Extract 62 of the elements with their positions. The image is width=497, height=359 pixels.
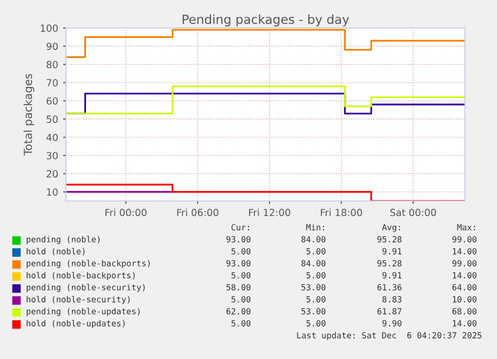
text: 93.00 bbox=[226, 236, 250, 242]
text: Min: bbox=[306, 224, 324, 230]
text: 5.00 bbox=[306, 296, 326, 302]
text: 14.00 bbox=[452, 272, 476, 278]
chart-title: Pending packages - by day bbox=[182, 14, 350, 26]
text: 5.00 bbox=[306, 248, 326, 254]
text: Max: bbox=[457, 224, 475, 230]
text: 99.00 bbox=[452, 260, 476, 266]
legend-label: hold (noble-security) bbox=[26, 296, 130, 304]
text: 62.00 bbox=[226, 308, 250, 314]
text: 61.87 bbox=[377, 308, 402, 314]
text: 84.00 bbox=[301, 260, 326, 266]
text: Last update: Sat Dec 6 04:20:37 2025 bbox=[297, 332, 482, 340]
y-tick-label: 40 bbox=[46, 134, 58, 142]
text: 68.00 bbox=[452, 308, 476, 314]
text: 53.00 bbox=[301, 284, 326, 290]
text: 58.00 bbox=[226, 284, 250, 290]
text: 14.00 bbox=[452, 320, 476, 326]
y-tick-label: 50 bbox=[46, 116, 58, 123]
x-tick-label: Fri 12:00 bbox=[249, 208, 290, 216]
text: 14.00 bbox=[452, 248, 476, 254]
text: 9.91 bbox=[382, 272, 402, 278]
legend-label: hold (noble-updates) bbox=[26, 320, 125, 328]
text: 99.00 bbox=[452, 236, 476, 242]
x-tick-label: Fri 06:00 bbox=[177, 208, 218, 216]
y-tick-label: 80 bbox=[46, 60, 58, 68]
y-tick-label: 10 bbox=[47, 188, 58, 196]
y-tick-label: 30 bbox=[46, 152, 58, 160]
text: 95.28 bbox=[377, 236, 402, 242]
text: 53.00 bbox=[301, 308, 326, 314]
text: 5.00 bbox=[232, 296, 250, 302]
y-tick-label: 60 bbox=[46, 97, 58, 105]
legend-label: pending (noble-security) bbox=[26, 284, 145, 292]
text: 64.00 bbox=[452, 284, 476, 290]
x-tick-label: Fri 18:00 bbox=[320, 208, 362, 216]
text: 84.00 bbox=[301, 236, 326, 242]
text: 95.28 bbox=[377, 260, 402, 266]
legend-label: pending (noble-updates) bbox=[26, 308, 140, 316]
legend-label: hold (noble) bbox=[26, 248, 84, 256]
text: 5.00 bbox=[232, 272, 250, 278]
text: 5.00 bbox=[306, 272, 326, 278]
y-axis-title: Total packages bbox=[23, 74, 34, 156]
text: 9.90 bbox=[382, 320, 402, 326]
y-tick-label: 100 bbox=[40, 24, 58, 32]
y-tick-label: 90 bbox=[46, 42, 58, 50]
legend-label: pending (noble-backports) bbox=[26, 260, 150, 268]
x-tick-label: Sat 00:00 bbox=[390, 208, 436, 216]
text: 61.36 bbox=[377, 284, 402, 290]
text: 5.00 bbox=[232, 320, 250, 326]
y-tick-label: 20 bbox=[46, 170, 58, 178]
text: 5.00 bbox=[232, 248, 250, 254]
text: 8.83 bbox=[382, 296, 402, 302]
x-tick-label: Fri 00:00 bbox=[105, 208, 147, 216]
text: Cur: bbox=[231, 224, 249, 230]
text: 5.00 bbox=[306, 320, 326, 326]
y-tick-label: 70 bbox=[46, 79, 58, 86]
text: 9.91 bbox=[382, 248, 402, 254]
legend-label: pending (noble) bbox=[26, 236, 100, 244]
text: 10.00 bbox=[452, 296, 476, 302]
text: Avg: bbox=[382, 224, 400, 232]
legend-label: hold (noble-backports) bbox=[26, 272, 135, 280]
text: 93.00 bbox=[226, 260, 250, 266]
